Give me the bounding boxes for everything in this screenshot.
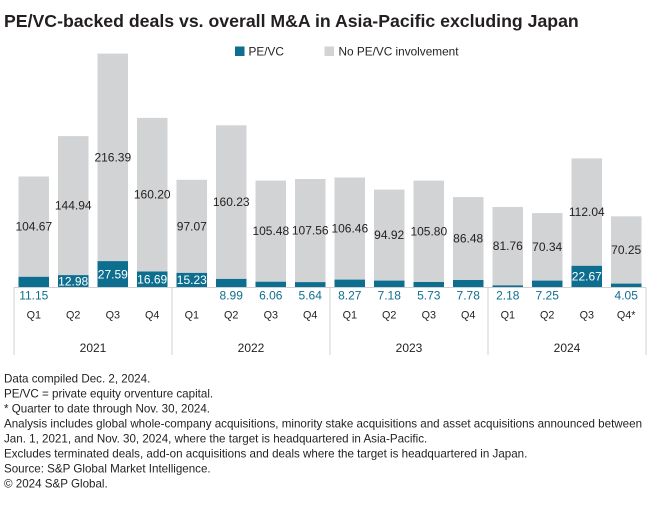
svg-text:Source: S&P Global Market Inte: Source: S&P Global Market Intelligence. (4, 463, 211, 476)
svg-text:160.20: 160.20 (134, 188, 171, 202)
svg-text:106.46: 106.46 (331, 222, 368, 236)
svg-text:Q3: Q3 (264, 310, 278, 322)
svg-text:12.98: 12.98 (58, 274, 88, 288)
svg-text:81.76: 81.76 (493, 239, 523, 253)
svg-text:Q1: Q1 (185, 310, 199, 322)
svg-text:Q4: Q4 (145, 310, 159, 322)
svg-text:Q1: Q1 (343, 310, 357, 322)
svg-text:6.06: 6.06 (259, 289, 283, 303)
svg-text:7.78: 7.78 (457, 289, 481, 303)
svg-text:Q4*: Q4* (617, 310, 636, 322)
svg-text:70.34: 70.34 (532, 240, 562, 254)
svg-text:7.18: 7.18 (378, 289, 402, 303)
svg-text:86.48: 86.48 (453, 232, 483, 246)
svg-text:Data compiled Dec. 2, 2024.: Data compiled Dec. 2, 2024. (4, 373, 150, 386)
svg-text:Analysis includes global whole: Analysis includes global whole-company a… (4, 418, 642, 431)
svg-text:104.67: 104.67 (15, 220, 52, 234)
svg-text:22.67: 22.67 (572, 270, 602, 284)
svg-text:16.69: 16.69 (137, 273, 167, 287)
svg-text:Q4: Q4 (303, 310, 317, 322)
svg-text:Jan. 1, 2021, and Nov. 30, 202: Jan. 1, 2021, and Nov. 30, 2024, where t… (4, 433, 427, 446)
svg-text:Q2: Q2 (382, 310, 396, 322)
svg-text:2024: 2024 (554, 341, 581, 355)
svg-text:* Quarter to date through Nov.: * Quarter to date through Nov. 30, 2024. (4, 403, 210, 416)
svg-text:© 2024 S&P Global.: © 2024 S&P Global. (4, 478, 108, 491)
svg-text:160.23: 160.23 (213, 195, 250, 209)
svg-text:7.25: 7.25 (536, 289, 560, 303)
svg-text:Q1: Q1 (501, 310, 515, 322)
svg-text:5.73: 5.73 (417, 289, 441, 303)
svg-text:No PE/VC involvement: No PE/VC involvement (339, 45, 460, 59)
svg-text:70.25: 70.25 (611, 243, 641, 257)
svg-text:216.39: 216.39 (94, 150, 131, 164)
svg-text:15.23: 15.23 (177, 273, 207, 287)
svg-text:4.05: 4.05 (615, 289, 639, 303)
svg-text:144.94: 144.94 (55, 199, 92, 213)
svg-text:97.07: 97.07 (177, 219, 207, 233)
svg-text:8.27: 8.27 (338, 289, 362, 303)
svg-text:Q2: Q2 (540, 310, 554, 322)
svg-text:Q3: Q3 (106, 310, 120, 322)
svg-text:Q2: Q2 (66, 310, 80, 322)
svg-text:Q1: Q1 (27, 310, 41, 322)
svg-text:107.56: 107.56 (292, 224, 329, 238)
svg-text:PE/VC = private equity orventu: PE/VC = private equity orventure capital… (4, 388, 213, 401)
svg-text:2023: 2023 (396, 341, 423, 355)
svg-text:Q4: Q4 (461, 310, 475, 322)
svg-text:11.15: 11.15 (19, 289, 48, 303)
svg-text:2.18: 2.18 (496, 289, 520, 303)
svg-text:Q2: Q2 (224, 310, 238, 322)
svg-text:PE/VC: PE/VC (249, 45, 285, 59)
svg-text:Excludes terminated deals, add: Excludes terminated deals, add-on acquis… (4, 448, 527, 461)
svg-text:105.48: 105.48 (252, 224, 289, 238)
svg-text:2021: 2021 (80, 341, 107, 355)
svg-text:27.59: 27.59 (98, 267, 128, 281)
svg-text:112.04: 112.04 (569, 205, 605, 219)
svg-text:PE/VC-backed deals vs. overall: PE/VC-backed deals vs. overall M&A in As… (4, 11, 579, 31)
svg-text:Q3: Q3 (580, 310, 594, 322)
svg-text:8.99: 8.99 (220, 289, 244, 303)
svg-text:94.92: 94.92 (374, 228, 404, 242)
svg-text:5.64: 5.64 (299, 289, 323, 303)
svg-text:2022: 2022 (238, 341, 265, 355)
svg-text:105.80: 105.80 (410, 224, 447, 238)
svg-text:Q3: Q3 (422, 310, 436, 322)
